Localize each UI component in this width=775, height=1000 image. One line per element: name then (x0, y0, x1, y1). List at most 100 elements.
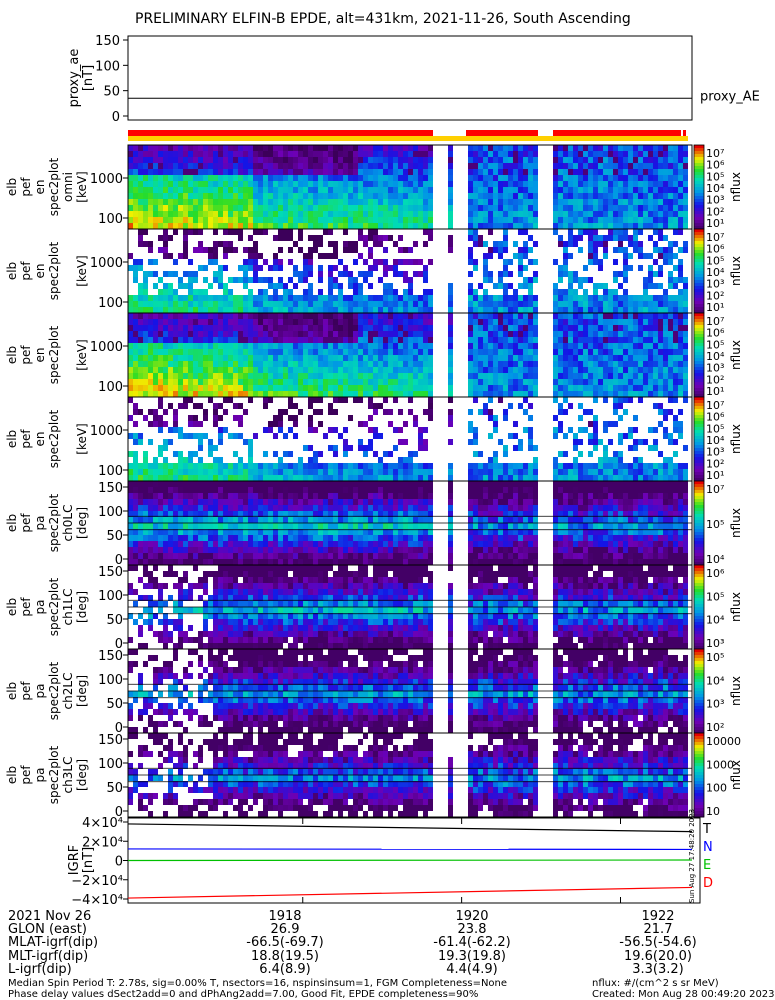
spectrogram-cell (273, 181, 278, 187)
spectrogram-cell (283, 187, 288, 193)
spectrogram-cell (518, 475, 523, 481)
spectrogram-cell (398, 331, 403, 337)
spectrogram-cell (318, 295, 323, 301)
spectrogram-cell (643, 439, 648, 445)
spectrogram-cell (143, 451, 148, 457)
spectrogram-cell (168, 493, 173, 499)
spectrogram-cell (133, 223, 138, 229)
spectrogram-cell (423, 175, 428, 181)
spectrogram-cell (448, 163, 453, 169)
spectrogram-cell (218, 169, 223, 175)
spectrogram-cell (343, 229, 348, 235)
spectrogram-cell (248, 475, 253, 481)
spectrogram-cell (368, 211, 373, 217)
spectrogram-cell (678, 331, 683, 337)
spectrogram-cell (493, 475, 498, 481)
spectrogram-cell (183, 541, 188, 547)
spectrogram-cell (203, 541, 208, 547)
spectrogram-cell (248, 487, 253, 493)
spectrogram-cell (188, 259, 193, 265)
spectrogram-cell (283, 181, 288, 187)
spectrogram-cell (228, 217, 233, 223)
spectrogram-cell (628, 151, 633, 157)
spectrogram-cell (668, 457, 673, 463)
spectrogram-cell (183, 511, 188, 517)
spectrogram-cell (448, 211, 453, 217)
spectrogram-cell (158, 547, 163, 553)
spectrogram-cell (293, 199, 298, 205)
spectrogram-cell (348, 145, 353, 151)
spectrogram-cell (393, 187, 398, 193)
spectrogram-cell (153, 523, 158, 529)
spectrogram-cell (288, 379, 293, 385)
spectrogram-cell (178, 217, 183, 223)
spectrogram-cell (148, 211, 153, 217)
spectrogram-cell (263, 307, 268, 313)
spectrogram-cell (183, 235, 188, 241)
spectrogram-cell (663, 433, 668, 439)
spectrogram-cell (153, 151, 158, 157)
spectrogram-cell (283, 451, 288, 457)
spectrogram-cell (673, 355, 678, 361)
spectrogram-cell (388, 313, 393, 319)
panel-ylabel: en (33, 432, 47, 447)
spectrogram-cell (373, 157, 378, 163)
spectrogram-cell (393, 241, 398, 247)
spectrogram-cell (143, 319, 148, 325)
spectrogram-cell (468, 463, 473, 469)
spectrogram-cell (568, 211, 573, 217)
spectrogram-cell (448, 193, 453, 199)
spectrogram-cell (373, 205, 378, 211)
spectrogram-cell (278, 283, 283, 289)
panel-ytick-label: 1000 (90, 256, 123, 271)
spectrogram-cell (478, 355, 483, 361)
spectrogram-cell (468, 409, 473, 415)
spectrogram-cell (363, 193, 368, 199)
spectrogram-cell (673, 187, 678, 193)
spectrogram-cell (333, 325, 338, 331)
spectrogram-cell (178, 205, 183, 211)
spectrogram-cell (298, 181, 303, 187)
spectrogram-cell (578, 223, 583, 229)
spectrogram-cell (503, 451, 508, 457)
spectrogram-cell (628, 469, 633, 475)
spectrogram-cell (273, 331, 278, 337)
spectrogram-cell (558, 325, 563, 331)
spectrogram-cell (413, 319, 418, 325)
spectrogram-cell (638, 157, 643, 163)
spectrogram-cell (478, 193, 483, 199)
spectrogram-cell (258, 193, 263, 199)
spectrogram-cell (493, 313, 498, 319)
spectrogram-cell (673, 223, 678, 229)
spectrogram-cell (648, 445, 653, 451)
spectrogram-cell (488, 193, 493, 199)
spectrogram-cell (133, 499, 138, 505)
spectrogram-cell (623, 391, 628, 397)
colorbar-segment (694, 457, 704, 461)
spectrogram-cell (513, 421, 518, 427)
spectrogram-cell (143, 151, 148, 157)
spectrogram-cell (333, 385, 338, 391)
spectrogram-cell (303, 379, 308, 385)
spectrogram-cell (308, 175, 313, 181)
spectrogram-cell (673, 343, 678, 349)
spectrogram-cell (518, 391, 523, 397)
spectrogram-cell (408, 475, 413, 481)
spectrogram-cell (213, 457, 218, 463)
spectrogram-cell (668, 277, 673, 283)
spectrogram-cell (578, 313, 583, 319)
spectrogram-cell (678, 469, 683, 475)
spectrogram-cell (193, 211, 198, 217)
panel-ytick-label: 100 (98, 380, 123, 395)
spectrogram-cell (313, 223, 318, 229)
spectrogram-cell (128, 433, 133, 439)
spectrogram-cell (298, 199, 303, 205)
spectrogram-cell (138, 223, 143, 229)
spectrogram-cell (148, 187, 153, 193)
spectrogram-cell (368, 319, 373, 325)
spectrogram-cell (583, 163, 588, 169)
spectrogram-cell (373, 181, 378, 187)
spectrogram-cell (573, 475, 578, 481)
spectrogram-cell (573, 361, 578, 367)
spectrogram-cell (233, 379, 238, 385)
